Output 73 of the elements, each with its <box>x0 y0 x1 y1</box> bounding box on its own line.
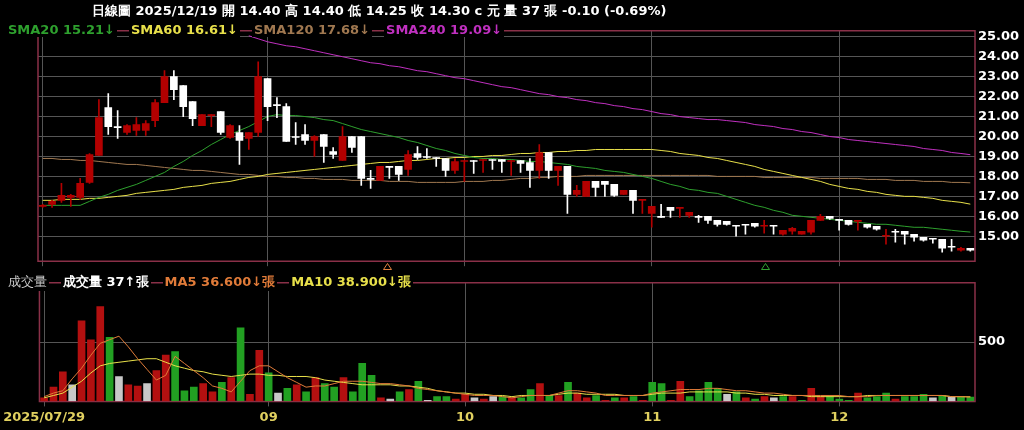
bar <box>189 386 198 402</box>
candlestick <box>825 215 834 220</box>
bar <box>161 354 170 402</box>
candlestick <box>376 166 384 181</box>
bar <box>760 396 769 402</box>
y-tick-label: 17.00 <box>978 187 1020 203</box>
candlestick <box>657 204 665 218</box>
bar <box>171 351 179 402</box>
bar <box>685 396 694 402</box>
y-tick-label: 22.00 <box>978 88 1020 103</box>
bar <box>489 396 498 402</box>
bar <box>199 383 207 402</box>
bar <box>227 377 236 402</box>
bar <box>629 396 638 402</box>
candlestick <box>732 224 740 237</box>
x-tick-label: 11 <box>643 408 662 424</box>
candlestick <box>497 159 506 173</box>
bar <box>115 376 123 402</box>
text: SMA60 16.61↓ <box>129 22 240 37</box>
bar <box>779 396 788 402</box>
y-tick-label: 25.00 <box>978 28 1020 44</box>
bar <box>723 393 731 402</box>
chart-title: 成交量 <box>6 273 49 291</box>
candlestick <box>760 219 769 234</box>
bar <box>143 383 151 402</box>
bar <box>302 391 310 402</box>
bar <box>274 392 282 402</box>
y-tick-label: 18.00 <box>978 167 1020 183</box>
y-tick-label: 21.00 <box>978 107 1020 123</box>
text: SMA20 15.21↓ <box>6 22 117 37</box>
x-tick-label: 10 <box>456 408 475 424</box>
bar <box>68 384 77 402</box>
bar <box>442 396 451 402</box>
bar <box>283 388 292 402</box>
x-tick-label: 2025/07/29 <box>3 408 86 424</box>
candlestick <box>479 159 487 173</box>
candlestick <box>966 247 975 252</box>
candlestick <box>273 97 281 118</box>
candlestick <box>38 204 47 208</box>
bar <box>180 390 189 402</box>
candlestick <box>507 160 516 176</box>
bar <box>133 385 142 402</box>
series-label: 成交量 37↑張 <box>61 273 151 291</box>
bar <box>536 383 544 402</box>
bar <box>788 396 797 402</box>
candlestick <box>957 246 965 252</box>
y-tick-label: 15.00 <box>978 227 1020 243</box>
chart-title: 日線圖 2025/12/19 開 14.40 高 14.40 低 14.25 收 14.30 c 元 量 37 張 -0.10 (-0.69%) <box>90 2 669 20</box>
bar <box>592 395 600 402</box>
bar <box>124 384 133 402</box>
bar <box>292 384 301 402</box>
text: MA5 36.600↓張 <box>162 273 278 291</box>
y-tick-label: 23.00 <box>978 68 1020 84</box>
bar <box>433 396 441 402</box>
text: MA10 38.900↓張 <box>289 273 413 291</box>
candlestick <box>676 207 684 218</box>
y-tick-label: 20.00 <box>978 127 1020 143</box>
y-tick-label: 19.00 <box>978 147 1020 163</box>
bar <box>554 395 563 402</box>
x-tick-label: 09 <box>259 408 278 424</box>
candlestick <box>198 114 206 126</box>
y-tick-label: 24.00 <box>978 48 1020 64</box>
candlestick <box>835 218 843 231</box>
candlestick <box>882 228 890 245</box>
candlestick <box>854 219 862 231</box>
bar <box>218 382 226 402</box>
x-tick-label: 12 <box>830 408 849 424</box>
text: SMA240 19.09↓ <box>384 22 505 37</box>
y-tick-label: 500 <box>978 333 1006 349</box>
text: SMA120 17.68↓ <box>252 22 373 37</box>
bar <box>405 389 413 402</box>
y-tick-label: 16.00 <box>978 207 1020 223</box>
candlestick <box>469 160 478 174</box>
